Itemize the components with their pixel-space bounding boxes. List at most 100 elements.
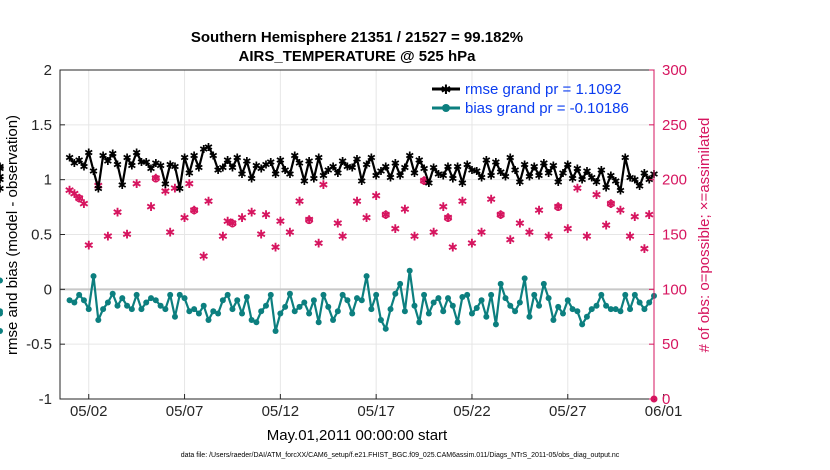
rmse-point: ✱ xyxy=(400,163,409,175)
rmse-point: ✱ xyxy=(70,158,79,170)
rmse-point: ✱ xyxy=(328,162,337,174)
bias-point xyxy=(191,306,198,313)
rmse-point: ✱ xyxy=(439,170,448,182)
chart-title: Southern Hemisphere 21351 / 21527 = 99.1… xyxy=(191,29,523,46)
obs-assimilated-point: ✱ xyxy=(362,211,372,225)
obs-assimilated-point: ✱ xyxy=(65,184,75,198)
bias-point xyxy=(392,290,399,297)
rmse-point: ✱ xyxy=(539,158,548,170)
bias-point xyxy=(536,302,543,309)
rmse-point: ✱ xyxy=(597,165,606,177)
obs-assimilated-point: ✱ xyxy=(271,241,281,255)
obs-assimilated-point: ✱ xyxy=(314,236,324,250)
bias-point xyxy=(296,303,303,310)
obs-assimilated-point: ✱ xyxy=(639,242,649,256)
obs-assimilated-point: ✱ xyxy=(606,197,616,211)
bias-point xyxy=(85,306,92,313)
legend-bias-label: bias grand pr = -0.10186 xyxy=(465,100,629,117)
rmse-point: ✱ xyxy=(122,153,131,165)
rmse-point: ✱ xyxy=(118,180,127,192)
bias-point xyxy=(631,291,638,298)
bias-point xyxy=(95,317,102,324)
bias-point xyxy=(416,319,423,326)
rmse-point: ✱ xyxy=(391,158,400,170)
rmse-point: ✱ xyxy=(324,165,333,177)
obs-count-markers: ✱✱✱✱✱✱✱✱✱✱✱✱✱✱✱✱✱✱✱✱✱✱✱ ✱ ✱✱✱✱✱✱✱✱✱✱✱✱✱✱✱✱… xyxy=(65,172,658,403)
bias-point xyxy=(526,313,533,320)
y2-tick-label: 0 xyxy=(662,391,670,408)
bias-point xyxy=(612,306,619,313)
rmse-point: ✱ xyxy=(65,153,74,165)
bias-point xyxy=(468,310,475,317)
bias-point xyxy=(243,294,250,301)
rmse-point: ✱ xyxy=(482,155,491,167)
obs-possible-point xyxy=(228,219,237,228)
rmse-point: ✱ xyxy=(467,165,476,177)
rmse-point: ✱ xyxy=(496,167,505,179)
bias-point xyxy=(138,306,145,313)
rmse-point: ✱ xyxy=(75,155,84,167)
obs-assimilated-point: ✱ xyxy=(275,214,285,228)
rmse-point: ✱ xyxy=(592,177,601,189)
obs-possible-point xyxy=(75,194,84,203)
bias-point xyxy=(459,294,466,301)
obs-assimilated-point: ✱ xyxy=(227,217,237,231)
bias-point xyxy=(579,321,586,328)
obs-assimilated-point: ✱ xyxy=(457,195,467,209)
rmse-point: ✱ xyxy=(640,168,649,180)
obs-assimilated-point: ✱ xyxy=(203,195,213,209)
rmse-point: ✱ xyxy=(223,155,232,167)
y2-tick-label: 250 xyxy=(662,117,687,134)
bias-point xyxy=(181,295,188,302)
y-tick-label: 0.5 xyxy=(31,227,52,244)
obs-assimilated-point: ✱ xyxy=(103,230,113,244)
obs-assimilated-point: ✱ xyxy=(591,188,601,202)
bias-point xyxy=(478,297,485,304)
rmse-point: ✱ xyxy=(266,157,275,169)
rmse-point: ✱ xyxy=(424,178,433,190)
rmse-point: ✱ xyxy=(137,157,146,169)
obs-assimilated-point: ✱ xyxy=(180,211,190,225)
bias-point xyxy=(540,280,547,287)
bias-point xyxy=(435,295,442,302)
rmse-point: ✱ xyxy=(453,162,462,174)
rmse-point: ✱ xyxy=(434,169,443,181)
rmse-point: ✱ xyxy=(94,183,103,195)
rmse-point: ✱ xyxy=(367,153,376,165)
bias-point xyxy=(219,297,226,304)
obs-assimilated-point: ✱ xyxy=(448,241,458,255)
rmse-point: ✱ xyxy=(372,170,381,182)
bias-point xyxy=(330,317,337,324)
rmse-point: ✱ xyxy=(166,159,175,171)
rmse-point: ✱ xyxy=(0,164,5,176)
bias-point xyxy=(143,299,150,306)
rmse-point: ✱ xyxy=(108,148,117,160)
rmse-point: ✱ xyxy=(472,166,481,178)
obs-assimilated-point: ✱ xyxy=(582,230,592,244)
bias-point xyxy=(100,306,107,313)
rmse-point: ✱ xyxy=(84,147,93,159)
bias-point xyxy=(133,291,140,298)
rmse-point: ✱ xyxy=(180,153,189,165)
obs-possible-point xyxy=(151,174,160,183)
bias-point xyxy=(262,302,269,309)
obs-assimilated-point: ✱ xyxy=(553,200,563,214)
obs-assimilated-point: ✱ xyxy=(438,200,448,214)
bias-point xyxy=(71,299,78,306)
bias-point xyxy=(76,291,83,298)
rmse-point: ✱ xyxy=(616,186,625,198)
rmse-point: ✱ xyxy=(549,160,558,172)
rmse-point: ✱ xyxy=(525,171,534,183)
rmse-point: ✱ xyxy=(501,171,510,183)
bias-point xyxy=(205,317,212,324)
bias-point xyxy=(0,310,3,317)
obs-assimilated-point: ✱ xyxy=(534,203,544,217)
bias-point xyxy=(90,273,97,280)
rmse-point: ✱ xyxy=(233,153,242,165)
bias-point xyxy=(301,299,308,306)
legend-bias-marker xyxy=(442,104,450,112)
rmse-point: ✱ xyxy=(578,175,587,187)
y-tick-label: -0.5 xyxy=(26,336,52,353)
rmse-point: ✱ xyxy=(0,175,5,187)
rmse-point: ✱ xyxy=(333,168,342,180)
